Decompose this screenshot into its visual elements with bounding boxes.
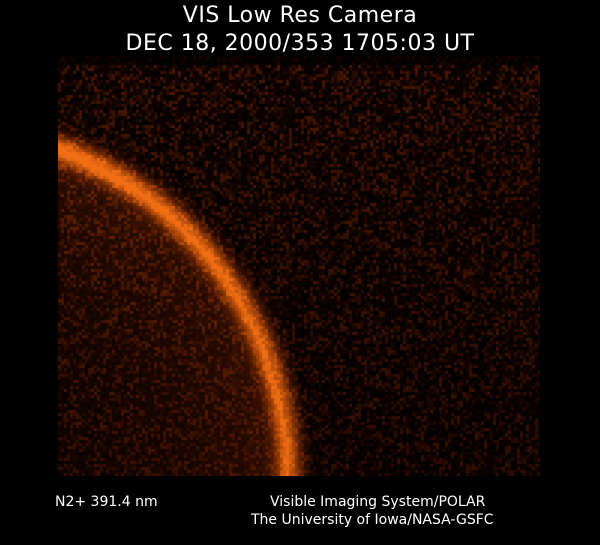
instrument-title: VIS Low Res Camera (182, 3, 418, 28)
wavelength-label: N2+ 391.4 nm (55, 494, 158, 510)
credit-line-1: Visible Imaging System/POLAR (270, 494, 486, 510)
credit-line-2: The University of Iowa/NASA-GSFC (251, 512, 494, 528)
auroral-image (58, 56, 540, 476)
timestamp-title: DEC 18, 2000/353 1705:03 UT (125, 31, 475, 56)
